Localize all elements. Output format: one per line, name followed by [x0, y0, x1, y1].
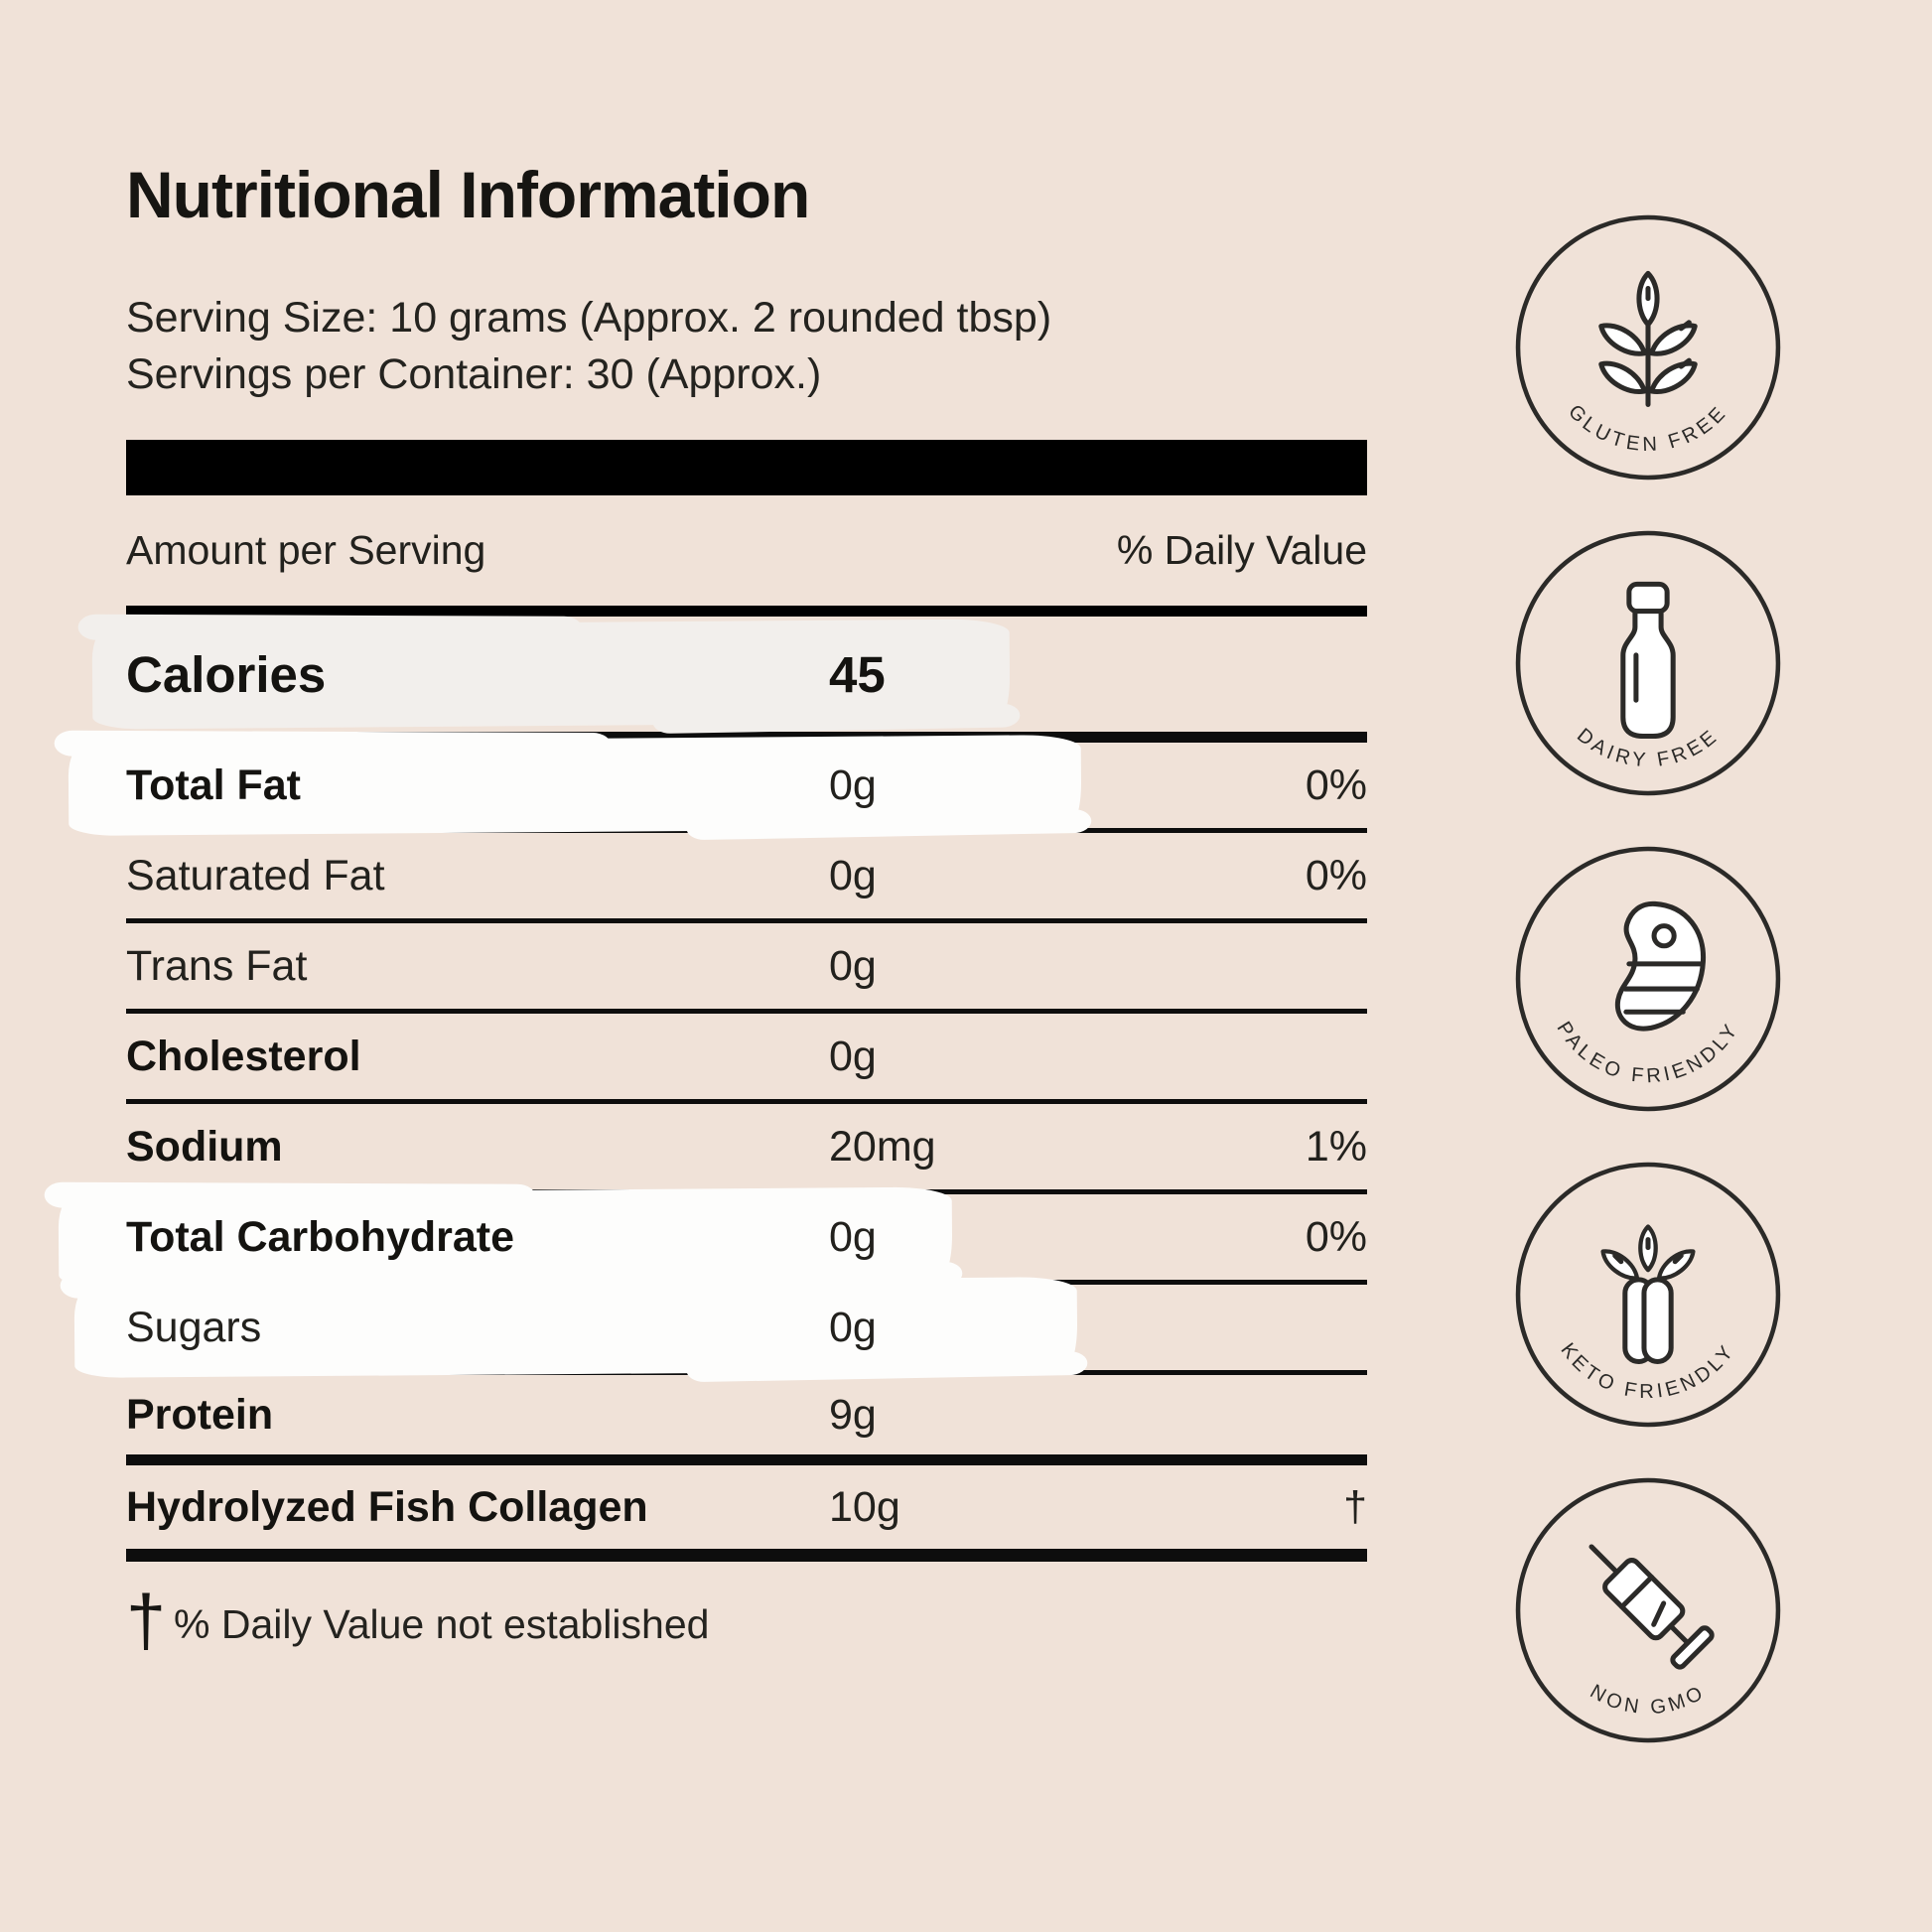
table-row-cholesterol: Cholesterol 0g: [126, 1014, 1367, 1104]
dagger-icon: †: [126, 1582, 167, 1661]
badge-keto-friendly: KETO FRIENDLY: [1513, 1160, 1783, 1430]
badge-label: NON GMO: [1587, 1681, 1706, 1720]
table-row-saturated-fat: Saturated Fat 0g 0%: [126, 833, 1367, 923]
vegetable-icon: [1598, 1227, 1698, 1365]
amount-value: 10g: [829, 1482, 900, 1531]
steak-icon: [1614, 900, 1706, 1032]
badge-label: GLUTEN FREE: [1564, 401, 1728, 457]
table-row-total-carbohydrate: Total Carbohydrate 0g 0%: [58, 1186, 1367, 1288]
daily-value: 0%: [1305, 760, 1367, 809]
amount-per-serving-header: Amount per Serving: [126, 527, 486, 573]
nutrient-label: Total Carbohydrate: [126, 1212, 515, 1261]
svg-text:NON GMO: NON GMO: [1587, 1681, 1711, 1720]
footnote: † % Daily Value not established: [126, 1582, 709, 1661]
amount-value: 0g: [829, 1212, 877, 1261]
table-row-trans-fat: Trans Fat 0g: [126, 923, 1367, 1014]
amount-value: 0g: [829, 760, 877, 809]
daily-value: 1%: [1305, 1122, 1367, 1171]
svg-text:GLUTEN FREE: GLUTEN FREE: [1564, 401, 1732, 457]
badge-circle: [1515, 1162, 1781, 1428]
nutrient-label: Calories: [126, 645, 327, 703]
amount-value: 9g: [829, 1390, 877, 1439]
amount-value: 0g: [829, 851, 877, 899]
badge-circle: [1515, 530, 1781, 796]
amount-value: 20mg: [829, 1122, 936, 1171]
nutrient-label: Saturated Fat: [126, 851, 385, 899]
nutrient-label: Sodium: [126, 1122, 283, 1171]
badge-gluten-free: GLUTEN FREE: [1513, 212, 1783, 483]
table-row-hydrolyzed-fish-collagen: Hydrolyzed Fish Collagen 10g †: [126, 1465, 1367, 1562]
table-row-calories: Calories 45: [91, 617, 1367, 743]
nutrient-label: Trans Fat: [126, 941, 308, 990]
serving-size-line: Serving Size: 10 grams (Approx. 2 rounde…: [126, 294, 1052, 342]
footnote-text: % Daily Value not established: [174, 1600, 710, 1647]
table-row-protein: Protein 9g: [126, 1375, 1367, 1465]
table-header-row: Amount per Serving % Daily Value: [126, 495, 1367, 617]
servings-per-container-line: Servings per Container: 30 (Approx.): [126, 350, 822, 398]
wheat-icon: [1596, 273, 1700, 407]
page-title: Nutritional Information: [126, 158, 810, 231]
syringe-icon: [1588, 1544, 1715, 1670]
nutrient-label: Cholesterol: [126, 1032, 361, 1080]
daily-value: 0%: [1305, 1212, 1367, 1261]
nutrient-label: Sugars: [126, 1303, 262, 1351]
serving-info: Serving Size: 10 grams (Approx. 2 rounde…: [126, 290, 1051, 403]
table-row-total-fat: Total Fat 0g 0%: [68, 734, 1367, 837]
amount-value: 0g: [829, 1303, 877, 1351]
table-row-sugars: Sugars 0g: [73, 1277, 1367, 1378]
badge-non-gmo: NON GMO: [1513, 1475, 1783, 1745]
nutrient-label: Hydrolyzed Fish Collagen: [126, 1482, 648, 1531]
badge-circle: [1515, 214, 1781, 481]
daily-value: 0%: [1305, 851, 1367, 899]
badge-paleo-friendly: PALEO FRIENDLY: [1513, 844, 1783, 1114]
daily-value-header: % Daily Value: [1116, 527, 1367, 573]
amount-value: 0g: [829, 1032, 877, 1080]
nutrient-label: Total Fat: [126, 760, 301, 809]
amount-value: 45: [829, 645, 886, 703]
badge-circle: [1515, 1477, 1781, 1743]
badge-dairy-free: DAIRY FREE: [1513, 528, 1783, 798]
milk-bottle-icon: [1620, 581, 1676, 740]
nutrition-facts-table: Amount per Serving % Daily Value Calorie…: [58, 440, 1367, 1562]
amount-value: 0g: [829, 941, 877, 990]
table-top-bar: [126, 440, 1367, 495]
badge-circle: [1515, 846, 1781, 1112]
table-row-sodium: Sodium 20mg 1%: [126, 1104, 1367, 1194]
nutrient-label: Protein: [126, 1390, 274, 1439]
dagger-mark: †: [1343, 1482, 1367, 1531]
